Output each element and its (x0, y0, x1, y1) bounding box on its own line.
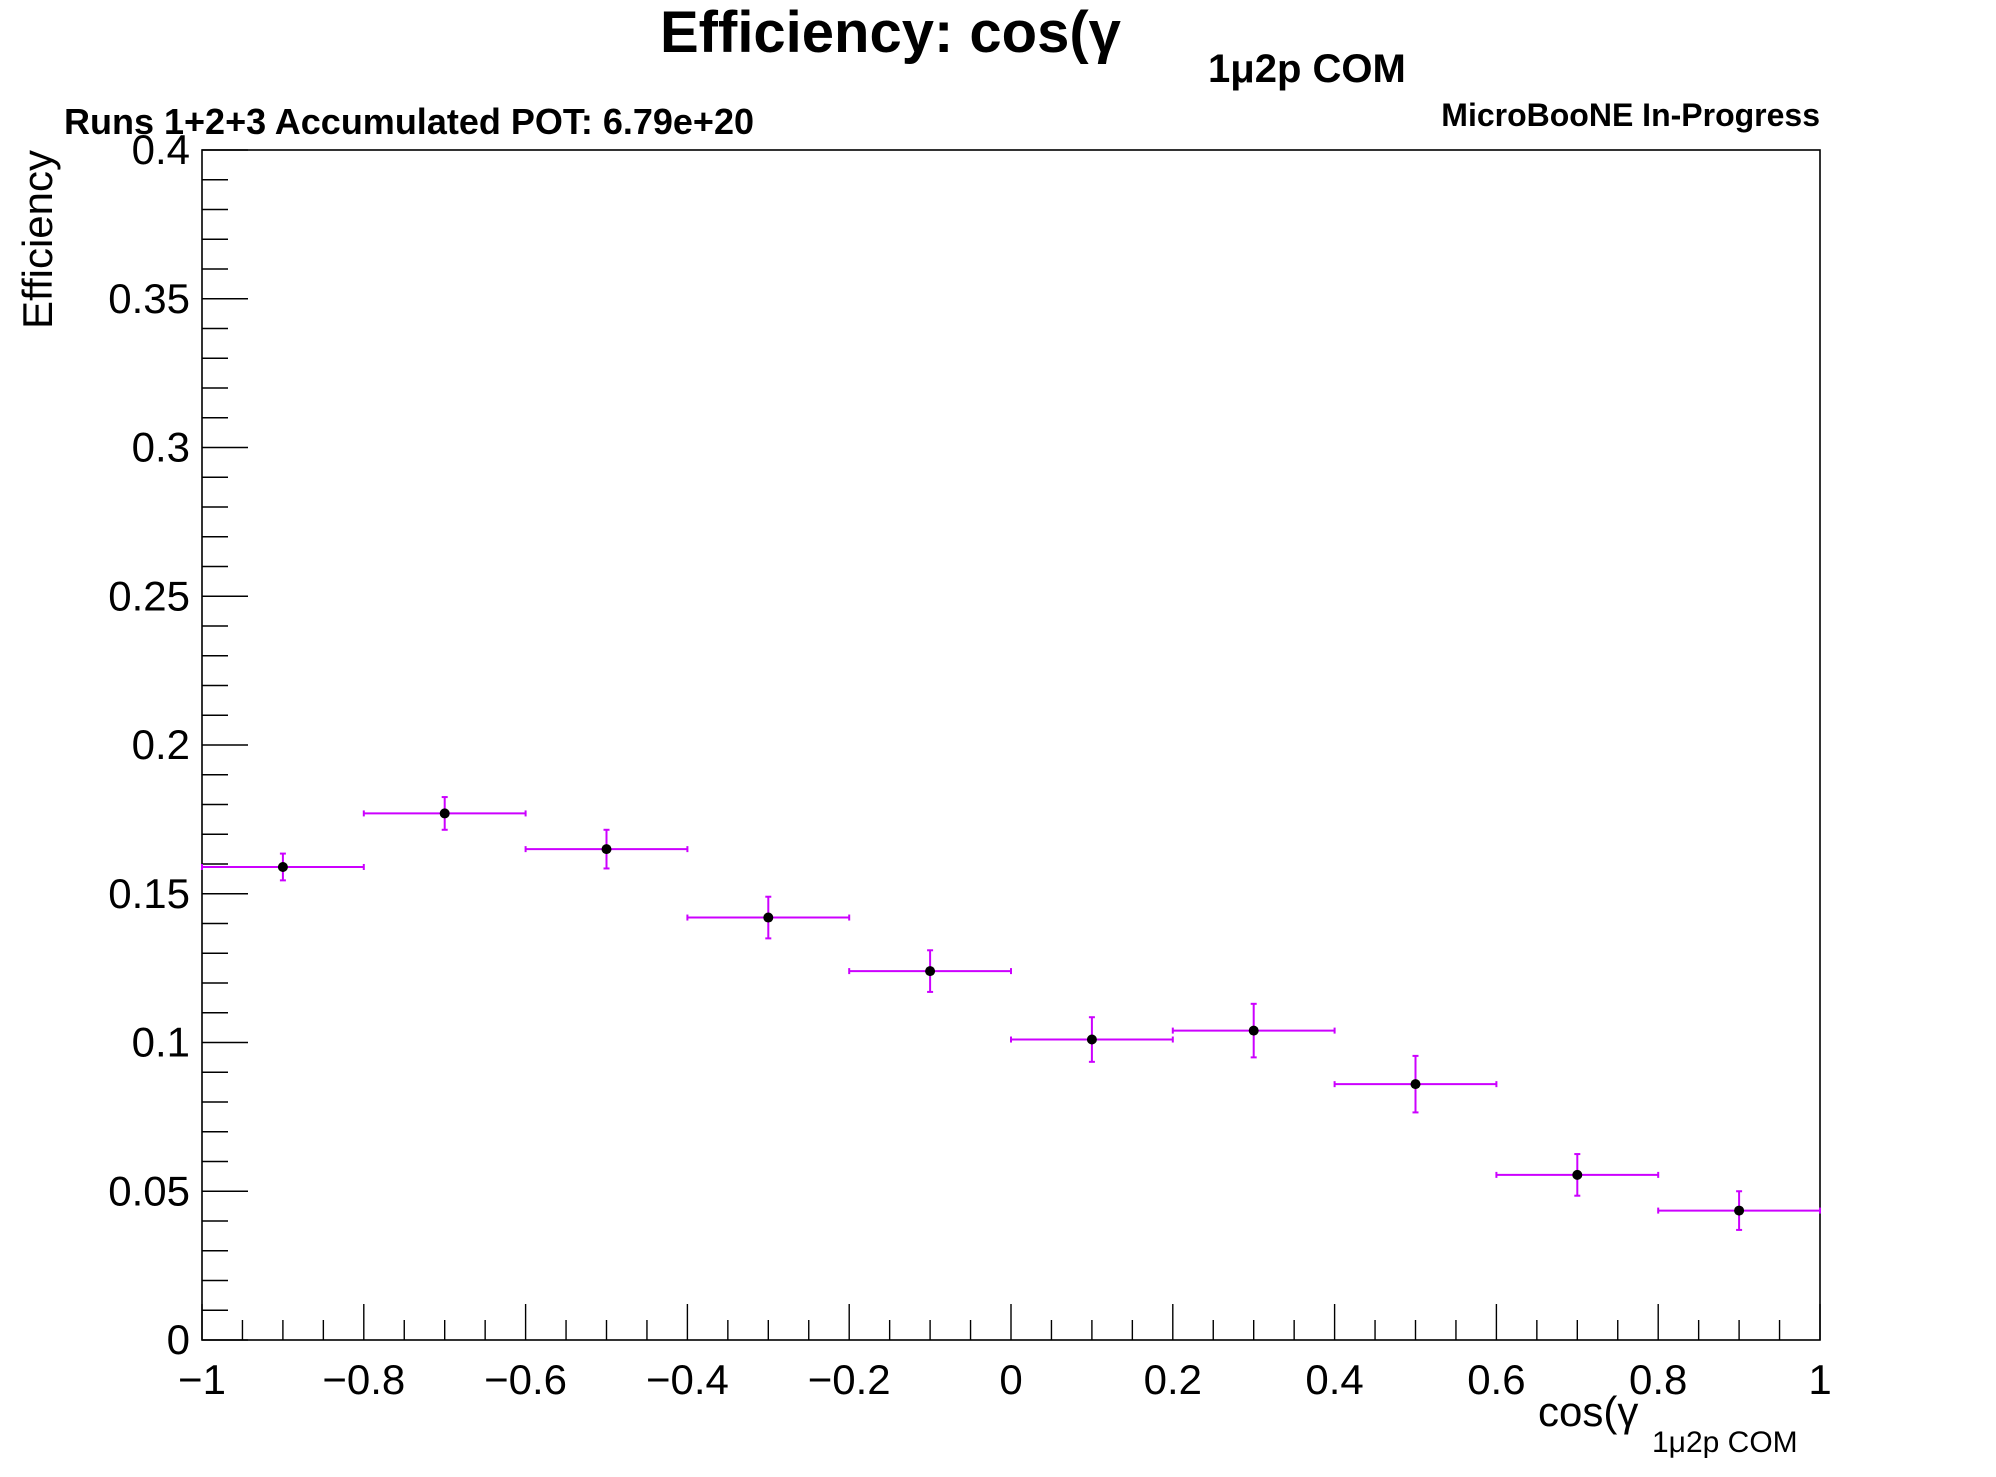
data-marker (1248, 1025, 1259, 1036)
data-point (686, 895, 851, 940)
data-marker (601, 844, 612, 855)
data-point (1333, 1054, 1498, 1114)
x-tick-label: −1 (178, 1356, 226, 1403)
x-tick-label: 1 (1808, 1356, 1831, 1403)
data-point (1657, 1190, 1821, 1231)
data-point (524, 828, 689, 870)
data-marker (1086, 1034, 1097, 1045)
y-tick-label: 0.3 (132, 424, 190, 471)
data-point (1171, 1002, 1336, 1059)
x-tick-label: −0.4 (646, 1356, 729, 1403)
x-tick-label: 0 (999, 1356, 1022, 1403)
data-marker (1410, 1079, 1421, 1090)
y-tick-label: 0.25 (108, 572, 190, 619)
y-tick-label: 0.2 (132, 721, 190, 768)
chart-title-subscript: 1μ2p COM (1208, 47, 1406, 91)
x-tick-label: −0.6 (484, 1356, 567, 1403)
y-tick-label: 0.35 (108, 275, 190, 322)
y-axis: 0 0.05 0.1 0.15 0.2 0.25 0.3 0.35 0.4 (108, 126, 248, 1363)
data-point (848, 949, 1012, 993)
x-tick-label: 0.4 (1305, 1356, 1363, 1403)
data-points-layer (201, 796, 1821, 1231)
y-tick-label: 0.1 (132, 1019, 190, 1066)
x-tick-label: 0.8 (1629, 1356, 1687, 1403)
pot-info-label: Runs 1+2+3 Accumulated POT: 6.79e+20 (64, 101, 754, 142)
x-axis-title-subscript: 1μ2p COM (1652, 1426, 1798, 1459)
data-point (201, 852, 365, 882)
data-point (362, 796, 527, 831)
data-marker (1734, 1205, 1745, 1216)
data-marker (763, 912, 774, 923)
data-marker (925, 966, 936, 977)
experiment-label: MicroBooNE In-Progress (1441, 97, 1820, 133)
data-marker (277, 861, 288, 872)
y-tick-label: 0 (167, 1316, 190, 1363)
y-tick-label: 0.4 (132, 126, 190, 173)
x-tick-label: 0.6 (1467, 1356, 1525, 1403)
chart-title: Efficiency: cos(γ (660, 0, 1122, 65)
x-tick-label: 0.2 (1144, 1356, 1202, 1403)
data-marker (439, 808, 450, 819)
x-tick-label: −0.8 (322, 1356, 405, 1403)
y-tick-label: 0.05 (108, 1167, 190, 1214)
x-tick-label: −0.2 (808, 1356, 891, 1403)
data-point (1495, 1153, 1660, 1197)
y-tick-label: 0.15 (108, 870, 190, 917)
x-axis-title: cos(γ (1538, 1388, 1638, 1435)
x-axis: −1 −0.8 −0.6 −0.4 −0.2 0 0.2 0.4 0.6 0.8 1 (178, 1304, 1832, 1403)
data-point (1010, 1016, 1174, 1063)
data-marker (1572, 1169, 1583, 1180)
y-axis-title: Efficiency (14, 150, 61, 329)
